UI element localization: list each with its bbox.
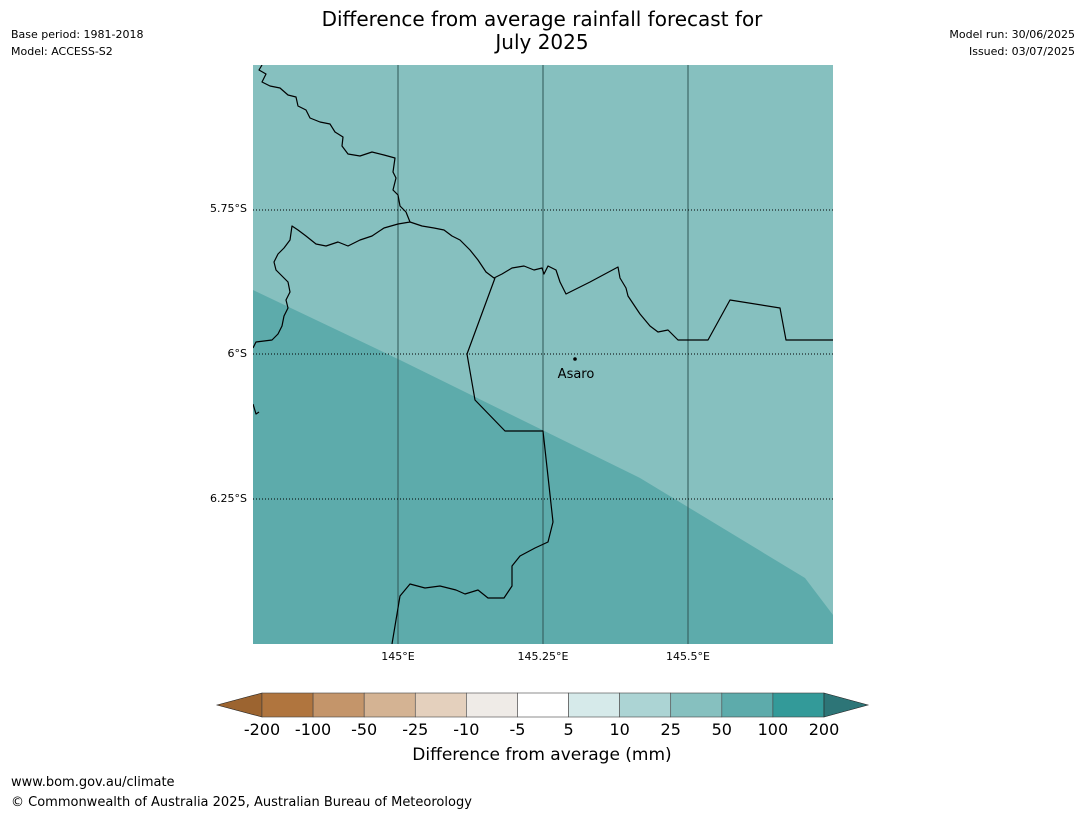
title-line-2: July 2025	[495, 30, 589, 54]
place-label: Asaro	[558, 367, 595, 382]
model-run: Model run: 30/06/2025	[949, 28, 1075, 41]
colorbar-tick-label: -5	[509, 720, 526, 739]
lat-label-6: 6°S	[227, 347, 247, 360]
colorbar-segment	[568, 692, 620, 718]
colorbar-segment	[414, 692, 467, 718]
lon-label-145-25: 145.25°E	[517, 650, 569, 663]
colorbar-extend-low	[215, 692, 263, 718]
footer-copyright: © Commonwealth of Australia 2025, Austra…	[11, 795, 472, 810]
colorbar-tick-label: -200	[243, 720, 281, 739]
colorbar-tick-label: 25	[660, 720, 681, 739]
meta-right: Model run: 30/06/2025 Issued: 03/07/2025	[949, 26, 1075, 60]
model-name: Model: ACCESS-S2	[11, 45, 113, 58]
colorbar-segment	[772, 692, 825, 718]
lat-label-6-25: 6.25°S	[210, 492, 247, 505]
colorbar-tick-label: 10	[609, 720, 630, 739]
colorbar-segment	[466, 692, 518, 718]
lon-label-145: 145°E	[381, 650, 415, 663]
lat-label-5-75: 5.75°S	[210, 202, 247, 215]
colorbar-tick-label: -50	[351, 720, 378, 739]
colorbar-segment	[312, 692, 365, 718]
colorbar-extend-high	[823, 692, 870, 718]
colorbar-tick-label: -100	[294, 720, 332, 739]
place-marker	[573, 357, 577, 361]
colorbar-tick-label: 50	[711, 720, 732, 739]
colorbar-tick-label: 200	[808, 720, 840, 739]
boundary-south	[391, 277, 554, 644]
page-title: Difference from average rainfall forecas…	[292, 8, 792, 54]
parallels	[253, 209, 833, 500]
boundary-central	[409, 221, 833, 341]
issued-date: Issued: 03/07/2025	[968, 45, 1075, 58]
meta-left: Base period: 1981-2018 Model: ACCESS-S2	[11, 26, 143, 60]
colorbar-label: Difference from average (mm)	[412, 745, 672, 765]
colorbar-segment	[721, 692, 774, 718]
colorbar-segments	[261, 692, 825, 718]
colorbar-tick-label: -25	[402, 720, 429, 739]
title-line-1: Difference from average rainfall forecas…	[321, 7, 763, 31]
colorbar-tick-label: -10	[453, 720, 480, 739]
map-area	[253, 65, 833, 644]
colorbar-segment	[517, 692, 569, 718]
base-period: Base period: 1981-2018	[11, 28, 144, 41]
colorbar-tick-label: 5	[563, 720, 574, 739]
colorbar-tick-label: 100	[757, 720, 789, 739]
boundary-west-fragment	[253, 403, 260, 415]
footer-url: www.bom.gov.au/climate	[11, 775, 175, 790]
colorbar-segment	[363, 692, 416, 718]
colorbar-segment	[619, 692, 672, 718]
colorbar-segment	[670, 692, 723, 718]
lon-label-145-5: 145.5°E	[666, 650, 710, 663]
boundaries	[253, 65, 833, 644]
colorbar-segment	[261, 692, 314, 718]
